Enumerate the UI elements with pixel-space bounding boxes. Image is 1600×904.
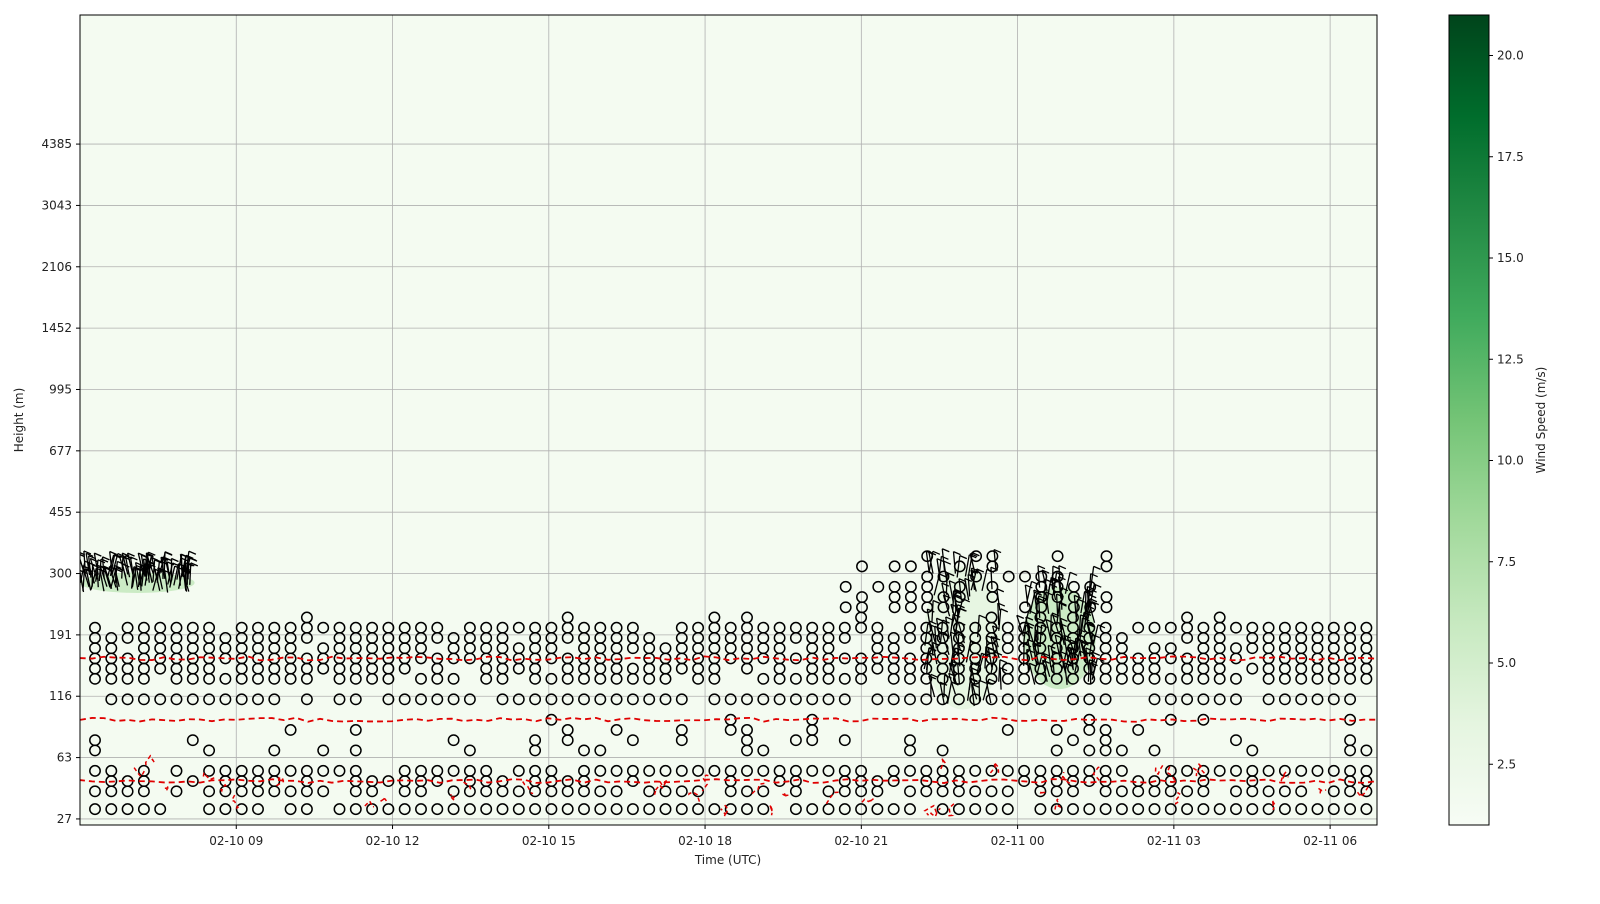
wind-barb [998,603,999,625]
wind-barb [1037,598,1038,620]
y-tick-label: 1452 [41,321,72,335]
y-tick-label: 455 [49,505,72,519]
x-tick-label: 02-11 06 [1303,834,1357,848]
x-tick-label: 02-10 12 [366,834,420,848]
colorbar-tick-label: 10.0 [1497,454,1524,468]
y-tick-label: 63 [57,751,72,765]
y-tick-label: 191 [49,628,72,642]
colorbar-tick-label: 7.5 [1497,555,1516,569]
y-tick-label: 2106 [41,260,72,274]
colorbar-tick-label: 15.0 [1497,251,1524,265]
wind-barb [1037,618,1038,640]
colorbar [1449,15,1489,825]
colorbar-label: Wind Speed (m/s) [1534,367,1548,474]
y-axis-ticks: 27 63 116 191 300 455 677 995 1452 2106 3043 4385 [41,137,80,826]
y-tick-label: 677 [49,444,72,458]
wind-barb [944,675,945,697]
y-tick-label: 116 [49,689,72,703]
wind-barb [1060,638,1061,660]
x-tick-label: 02-11 03 [1147,834,1201,848]
y-tick-label: 27 [57,812,72,826]
x-tick-label: 02-11 00 [991,834,1045,848]
y-axis-label: Height (m) [12,388,26,453]
red-contour-blob [1039,792,1045,793]
wind-barb [946,573,947,595]
x-tick-label: 02-10 15 [522,834,576,848]
x-axis-label: Time (UTC) [694,853,761,867]
x-axis-ticks: 02-10 09 02-10 12 02-10 15 02-10 18 02-10 21… [209,825,1357,848]
y-tick-label: 3043 [41,198,72,212]
y-tick-label: 4385 [41,137,72,151]
colorbar-tick-label: 12.5 [1497,352,1524,366]
colorbar-tick-label: 2.5 [1497,757,1516,771]
y-tick-label: 995 [49,382,72,396]
wind-barb [1051,615,1052,637]
wind-barb [1061,588,1062,610]
x-tick-label: 02-10 09 [209,834,263,848]
colorbar-tick-label: 5.0 [1497,656,1516,670]
y-tick-label: 300 [49,567,72,581]
colorbar-ticks: 2.5 5.0 7.5 10.0 12.5 15.0 17.5 20.0 [1489,49,1524,772]
wind-barb [181,554,182,576]
colorbar-tick-label: 20.0 [1497,49,1524,63]
x-tick-label: 02-10 18 [678,834,732,848]
colorbar-tick-label: 17.5 [1497,150,1524,164]
wind-barb [1052,566,1053,588]
x-tick-label: 02-10 21 [834,834,888,848]
